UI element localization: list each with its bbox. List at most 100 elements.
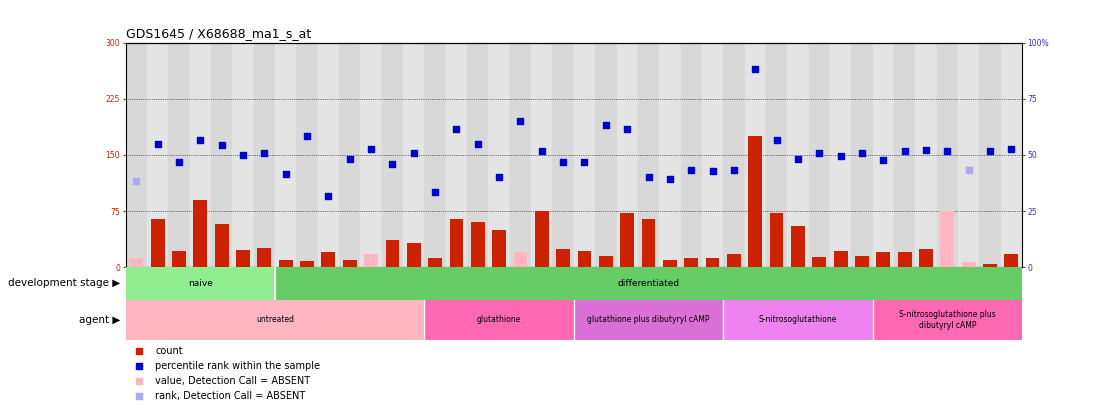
Point — [917, 147, 935, 153]
Bar — [126, 300, 424, 340]
Bar — [642, 219, 656, 267]
Point — [747, 66, 764, 72]
Bar — [574, 43, 596, 267]
Bar — [872, 43, 894, 267]
Text: count: count — [155, 346, 183, 356]
Bar — [126, 43, 148, 267]
Point — [171, 159, 188, 166]
Bar — [766, 43, 787, 267]
Bar — [301, 261, 314, 267]
Bar — [983, 264, 997, 267]
Text: S-nitrosoglutathione plus
dibutyryl cAMP: S-nitrosoglutathione plus dibutyryl cAMP — [898, 310, 996, 330]
Point — [939, 148, 956, 154]
Bar — [514, 252, 528, 267]
Text: naive: naive — [188, 279, 213, 288]
Bar — [446, 43, 467, 267]
Bar — [190, 43, 211, 267]
Bar — [343, 260, 356, 267]
Point — [789, 156, 807, 162]
Text: percentile rank within the sample: percentile rank within the sample — [155, 361, 320, 371]
Bar — [296, 43, 318, 267]
Point — [128, 178, 145, 184]
Bar — [937, 43, 957, 267]
Point — [682, 167, 700, 173]
Bar — [872, 300, 1022, 340]
Point — [191, 137, 209, 143]
Bar — [769, 213, 784, 267]
Bar — [897, 252, 912, 267]
Point — [448, 126, 466, 132]
Point — [832, 153, 849, 160]
Bar — [129, 258, 143, 267]
Bar — [962, 262, 976, 267]
Point — [234, 151, 251, 158]
Point — [130, 362, 148, 369]
Bar — [596, 43, 616, 267]
Bar — [275, 43, 296, 267]
Bar — [787, 43, 809, 267]
Point — [213, 142, 231, 148]
Point — [130, 393, 148, 399]
Point — [533, 148, 551, 154]
Point — [597, 122, 614, 128]
Bar — [749, 136, 762, 267]
Bar — [894, 43, 915, 267]
Bar — [424, 300, 574, 340]
Bar — [361, 43, 381, 267]
Bar — [659, 43, 681, 267]
Point — [256, 150, 273, 157]
Bar — [492, 230, 506, 267]
Bar — [449, 219, 463, 267]
Point — [426, 189, 444, 196]
Point — [384, 161, 401, 167]
Bar — [940, 211, 954, 267]
Bar — [702, 43, 724, 267]
Point — [619, 126, 636, 132]
Point — [512, 118, 529, 124]
Bar — [574, 300, 724, 340]
Point — [661, 176, 679, 182]
Text: differentiated: differentiated — [618, 279, 680, 288]
Bar — [724, 43, 744, 267]
Bar — [321, 252, 336, 267]
Point — [982, 148, 999, 154]
Text: agent ▶: agent ▶ — [79, 315, 120, 325]
Bar — [424, 43, 446, 267]
Bar — [855, 256, 869, 267]
Bar — [809, 43, 830, 267]
Bar — [258, 248, 271, 267]
Bar — [364, 254, 378, 267]
Point — [130, 377, 148, 384]
Bar — [620, 213, 634, 267]
Bar — [428, 258, 442, 267]
Bar — [556, 249, 571, 267]
Bar — [126, 267, 275, 300]
Bar — [919, 249, 932, 267]
Bar — [812, 257, 826, 267]
Point — [554, 159, 572, 166]
Point — [725, 167, 742, 173]
Text: rank, Detection Call = ABSENT: rank, Detection Call = ABSENT — [155, 391, 306, 401]
Bar — [151, 219, 165, 267]
Text: S-nitrosoglutathione: S-nitrosoglutathione — [759, 315, 837, 324]
Bar — [834, 251, 847, 267]
Point — [406, 150, 423, 157]
Point — [811, 150, 828, 157]
Point — [896, 148, 914, 154]
Bar — [1004, 254, 1019, 267]
Point — [363, 146, 380, 152]
Bar — [148, 43, 168, 267]
Bar — [403, 43, 424, 267]
Bar — [531, 43, 552, 267]
Bar — [168, 43, 190, 267]
Bar — [877, 252, 890, 267]
Bar — [915, 43, 937, 267]
Bar — [979, 43, 1000, 267]
Bar — [471, 222, 484, 267]
Bar — [509, 43, 531, 267]
Point — [277, 171, 294, 177]
Point — [960, 167, 977, 173]
Bar — [467, 43, 489, 267]
Bar — [172, 251, 186, 267]
Bar — [851, 43, 872, 267]
